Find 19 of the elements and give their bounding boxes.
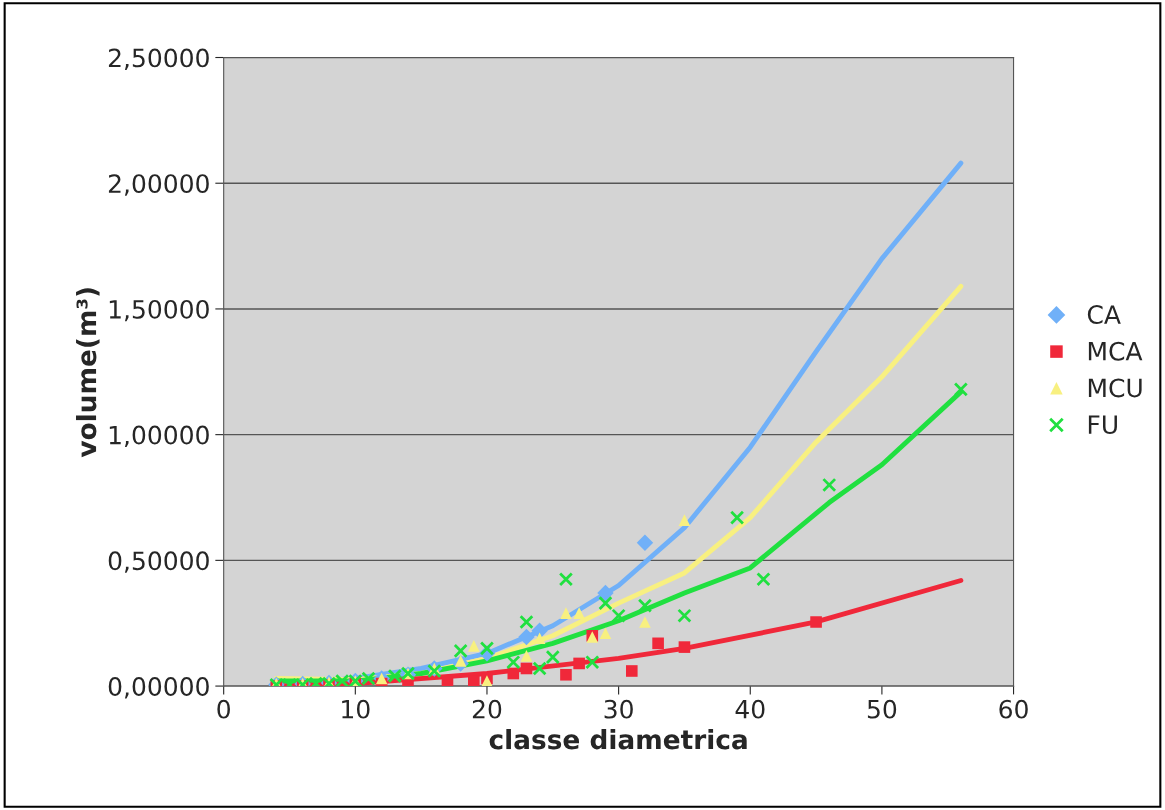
x-tick-label: 10 xyxy=(342,699,370,719)
legend-label: CA xyxy=(1087,305,1121,324)
x-axis-title: classe diametrica xyxy=(489,729,747,750)
x-tick-label: 50 xyxy=(867,699,897,719)
legend-label: MCA xyxy=(1088,341,1143,361)
y-tick-label: 0,50000 xyxy=(108,551,209,573)
y-tick-label: 2,00000 xyxy=(108,174,209,196)
x-tick-label: 60 xyxy=(999,699,1028,719)
x-tick-label: 20 xyxy=(472,699,502,719)
y-tick-label: 1,50000 xyxy=(109,299,209,322)
x-tick-label: 0 xyxy=(217,699,230,719)
y-tick-label: 1,00000 xyxy=(109,425,209,448)
x-tick-label: 30 xyxy=(604,699,633,719)
legend-label: MCU xyxy=(1088,378,1142,398)
y-axis-title: volume(m³) xyxy=(76,288,100,458)
x-tick-label: 40 xyxy=(735,699,765,719)
legend-label: FU xyxy=(1088,415,1117,435)
y-tick-label: 0,00000 xyxy=(108,677,209,699)
y-tick-label: 2,50000 xyxy=(108,48,209,70)
